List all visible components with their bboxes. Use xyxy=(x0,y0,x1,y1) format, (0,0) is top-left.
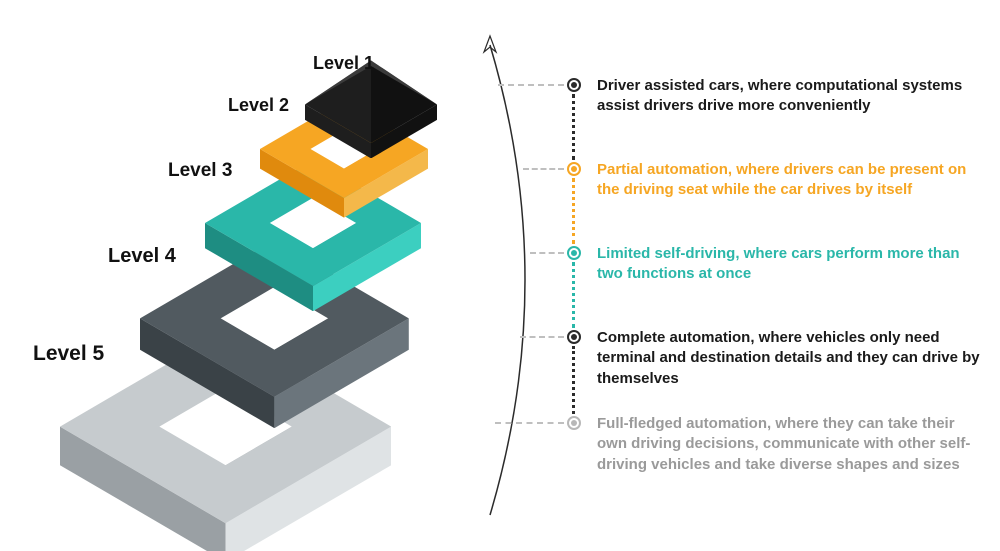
bullet-dot-icon xyxy=(571,250,577,256)
bullet-dot-icon xyxy=(571,82,577,88)
dot-trail-2 xyxy=(572,178,575,244)
bullet-ring-icon xyxy=(567,330,581,344)
bullet-ring-icon xyxy=(567,78,581,92)
leader-line-5 xyxy=(495,422,564,424)
infographic-stage: Level 5 Level 4 Level 3 Level 2 Level 1 Driv… xyxy=(0,0,1000,551)
leader-line-2 xyxy=(523,168,564,170)
bullet-ring-icon xyxy=(567,162,581,176)
bullet-dot-icon xyxy=(571,334,577,340)
arc-arrow xyxy=(450,30,570,520)
dot-trail-4 xyxy=(572,346,575,414)
bullet-dot-icon xyxy=(571,166,577,172)
desc-row-5: Full-fledged automation, where they can … xyxy=(565,414,985,475)
desc-row-3: Limited self-driving, where cars perform… xyxy=(565,244,985,285)
level-label-1: Level 1 xyxy=(313,53,374,74)
bullet-3 xyxy=(565,244,583,260)
level-label-3: Level 3 xyxy=(168,160,232,182)
desc-block-4: Complete automation, where vehicles only… xyxy=(565,328,985,389)
level-label-5: Level 5 xyxy=(33,342,104,366)
desc-text-3: Limited self-driving, where cars perform… xyxy=(597,244,985,285)
dot-trail-3 xyxy=(572,262,575,328)
desc-row-2: Partial automation, where drivers can be… xyxy=(565,160,985,201)
level-label-2: Level 2 xyxy=(228,95,289,116)
bullet-4 xyxy=(565,328,583,344)
leader-line-4 xyxy=(520,336,564,338)
bullet-5 xyxy=(565,414,583,430)
desc-text-1: Driver assisted cars, where computationa… xyxy=(597,76,985,117)
desc-block-2: Partial automation, where drivers can be… xyxy=(565,160,985,201)
desc-text-2: Partial automation, where drivers can be… xyxy=(597,160,985,201)
bullet-1 xyxy=(565,76,583,92)
bullet-dot-icon xyxy=(571,420,577,426)
desc-block-5: Full-fledged automation, where they can … xyxy=(565,414,985,475)
desc-block-1: Driver assisted cars, where computationa… xyxy=(565,76,985,117)
bullet-ring-icon xyxy=(567,246,581,260)
isometric-stack: Level 5 Level 4 Level 3 Level 2 Level 1 xyxy=(0,0,520,551)
desc-text-5: Full-fledged automation, where they can … xyxy=(597,414,985,475)
bullet-2 xyxy=(565,160,583,176)
bullet-ring-icon xyxy=(567,416,581,430)
leader-line-1 xyxy=(498,84,564,86)
desc-row-4: Complete automation, where vehicles only… xyxy=(565,328,985,389)
level-label-4: Level 4 xyxy=(108,245,176,268)
desc-block-3: Limited self-driving, where cars perform… xyxy=(565,244,985,285)
desc-text-4: Complete automation, where vehicles only… xyxy=(597,328,985,389)
leader-line-3 xyxy=(530,252,564,254)
desc-row-1: Driver assisted cars, where computationa… xyxy=(565,76,985,117)
dot-trail-1 xyxy=(572,94,575,160)
